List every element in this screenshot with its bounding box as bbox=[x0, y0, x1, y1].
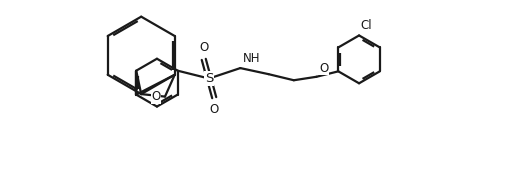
Text: O: O bbox=[152, 90, 161, 103]
Text: O: O bbox=[319, 62, 328, 75]
Text: S: S bbox=[205, 72, 213, 85]
Text: O: O bbox=[210, 103, 219, 116]
Text: NH: NH bbox=[243, 53, 261, 65]
Text: O: O bbox=[199, 41, 208, 54]
Text: Cl: Cl bbox=[361, 19, 373, 31]
